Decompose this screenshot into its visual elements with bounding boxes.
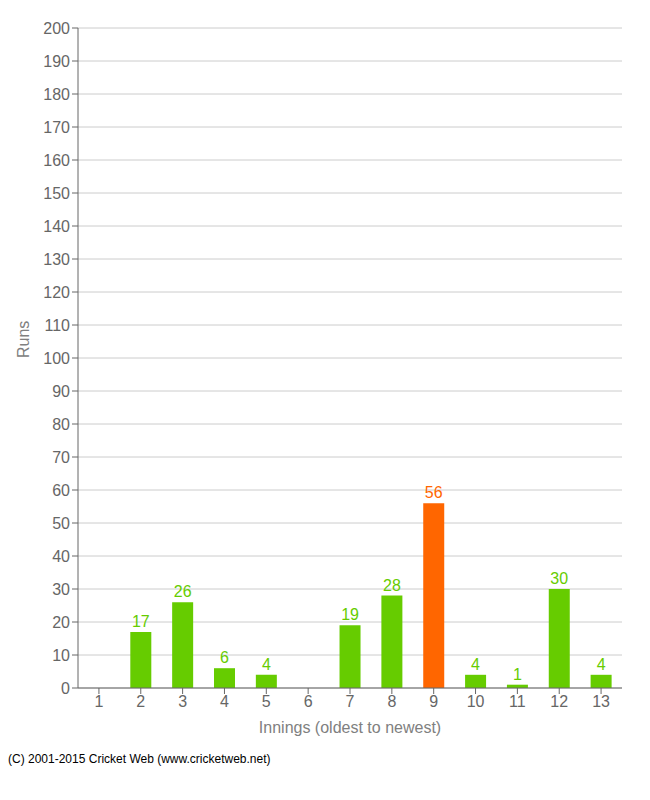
- svg-text:90: 90: [52, 383, 70, 400]
- svg-text:120: 120: [43, 284, 70, 301]
- svg-text:20: 20: [52, 614, 70, 631]
- svg-text:0: 0: [61, 680, 70, 697]
- svg-text:40: 40: [52, 548, 70, 565]
- svg-text:3: 3: [178, 693, 187, 710]
- svg-text:7: 7: [346, 693, 355, 710]
- svg-text:10: 10: [467, 693, 485, 710]
- svg-text:5: 5: [262, 693, 271, 710]
- svg-text:10: 10: [52, 647, 70, 664]
- svg-text:12: 12: [550, 693, 568, 710]
- svg-text:160: 160: [43, 152, 70, 169]
- svg-text:60: 60: [52, 482, 70, 499]
- svg-text:4: 4: [262, 656, 271, 673]
- svg-text:1: 1: [513, 666, 522, 683]
- svg-text:56: 56: [425, 484, 443, 501]
- svg-text:8: 8: [387, 693, 396, 710]
- svg-text:1: 1: [94, 693, 103, 710]
- svg-text:17: 17: [132, 613, 150, 630]
- svg-text:80: 80: [52, 416, 70, 433]
- svg-text:70: 70: [52, 449, 70, 466]
- svg-text:170: 170: [43, 119, 70, 136]
- svg-text:11: 11: [509, 693, 526, 710]
- svg-text:6: 6: [304, 693, 313, 710]
- svg-text:13: 13: [592, 693, 610, 710]
- svg-text:30: 30: [52, 581, 70, 598]
- html-text:(C) 2001-2015 Cricket Web (www: (C) 2001-2015 Cricket Web (www.cricketwe…: [8, 752, 271, 766]
- svg-text:Innings (oldest to newest): Innings (oldest to newest): [259, 719, 441, 736]
- svg-text:9: 9: [429, 693, 438, 710]
- svg-text:2: 2: [136, 693, 145, 710]
- svg-text:19: 19: [341, 606, 359, 623]
- svg-text:150: 150: [43, 185, 70, 202]
- svg-text:130: 130: [43, 251, 70, 268]
- svg-text:190: 190: [43, 53, 70, 70]
- svg-text:50: 50: [52, 515, 70, 532]
- svg-text:110: 110: [44, 317, 70, 334]
- svg-text:28: 28: [383, 577, 401, 594]
- svg-text:Runs: Runs: [15, 321, 32, 358]
- svg-text:140: 140: [43, 218, 70, 235]
- svg-text:100: 100: [43, 350, 70, 367]
- svg-text:30: 30: [550, 570, 568, 587]
- svg-text:200: 200: [43, 20, 70, 37]
- svg-text:26: 26: [174, 583, 192, 600]
- svg-text:4: 4: [471, 656, 480, 673]
- svg-text:4: 4: [597, 656, 606, 673]
- svg-text:6: 6: [220, 649, 229, 666]
- svg-text:4: 4: [220, 693, 229, 710]
- svg-text:180: 180: [43, 86, 70, 103]
